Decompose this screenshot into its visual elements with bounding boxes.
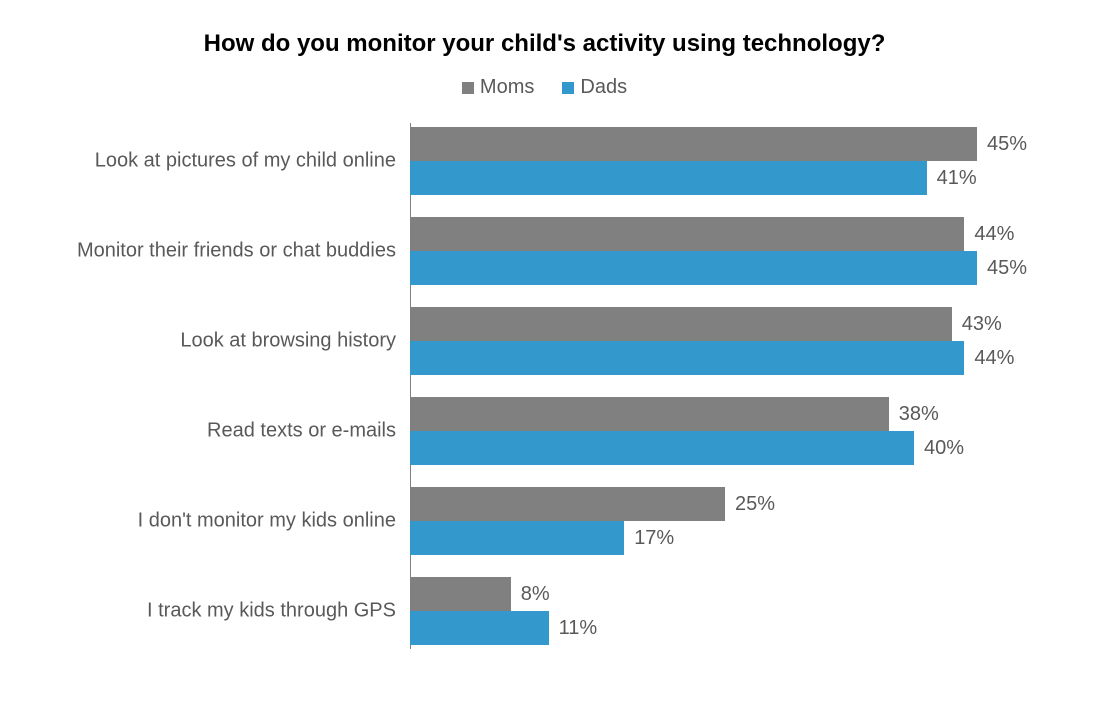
value-label: 8% — [521, 583, 550, 606]
legend-swatch — [562, 82, 574, 94]
value-label: 40% — [924, 437, 964, 460]
category-label: Look at pictures of my child online — [95, 150, 410, 173]
bar — [410, 127, 977, 161]
bar-row: 45% — [410, 127, 1040, 161]
bar-row: 40% — [410, 431, 1040, 465]
value-label: 41% — [937, 167, 977, 190]
bar-row: 8% — [410, 577, 1040, 611]
bar-row: 45% — [410, 251, 1040, 285]
bar — [410, 611, 549, 645]
legend-label: Dads — [580, 76, 627, 99]
value-label: 44% — [974, 347, 1014, 370]
legend-swatch — [462, 82, 474, 94]
bar — [410, 217, 964, 251]
value-label: 25% — [735, 493, 775, 516]
category-label: Look at browsing history — [180, 330, 410, 353]
chart-title: How do you monitor your child's activity… — [40, 30, 1049, 58]
bar-row: 41% — [410, 161, 1040, 195]
bar — [410, 397, 889, 431]
bar-row: 38% — [410, 397, 1040, 431]
legend-label: Moms — [480, 76, 534, 99]
legend-item: Dads — [562, 76, 627, 99]
bar — [410, 161, 927, 195]
legend: Moms Dads — [40, 76, 1049, 99]
bar — [410, 431, 914, 465]
bar-row: 43% — [410, 307, 1040, 341]
category-group: Look at pictures of my child online45%41… — [410, 127, 1040, 195]
bar — [410, 521, 624, 555]
bar-row: 44% — [410, 217, 1040, 251]
value-label: 45% — [987, 257, 1027, 280]
category-group: Monitor their friends or chat buddies44%… — [410, 217, 1040, 285]
value-label: 45% — [987, 133, 1027, 156]
category-label: Read texts or e-mails — [207, 420, 410, 443]
chart-container: How do you monitor your child's activity… — [0, 0, 1109, 727]
category-group: Look at browsing history43%44% — [410, 307, 1040, 375]
category-label: Monitor their friends or chat buddies — [77, 240, 410, 263]
legend-item: Moms — [462, 76, 534, 99]
value-label: 44% — [974, 223, 1014, 246]
value-label: 17% — [634, 527, 674, 550]
value-label: 38% — [899, 403, 939, 426]
category-group: Read texts or e-mails38%40% — [410, 397, 1040, 465]
bar — [410, 487, 725, 521]
category-group: I track my kids through GPS8%11% — [410, 577, 1040, 645]
bar — [410, 577, 511, 611]
category-group: I don't monitor my kids online25%17% — [410, 487, 1040, 555]
category-label: I don't monitor my kids online — [138, 510, 410, 533]
bar — [410, 341, 964, 375]
value-label: 11% — [559, 617, 598, 640]
y-axis-line — [410, 123, 411, 649]
value-label: 43% — [962, 313, 1002, 336]
bar-row: 44% — [410, 341, 1040, 375]
plot-area: Look at pictures of my child online45%41… — [410, 127, 1040, 645]
bar — [410, 251, 977, 285]
bar-row: 11% — [410, 611, 1040, 645]
bar-row: 25% — [410, 487, 1040, 521]
bar — [410, 307, 952, 341]
bar-row: 17% — [410, 521, 1040, 555]
category-label: I track my kids through GPS — [147, 600, 410, 623]
